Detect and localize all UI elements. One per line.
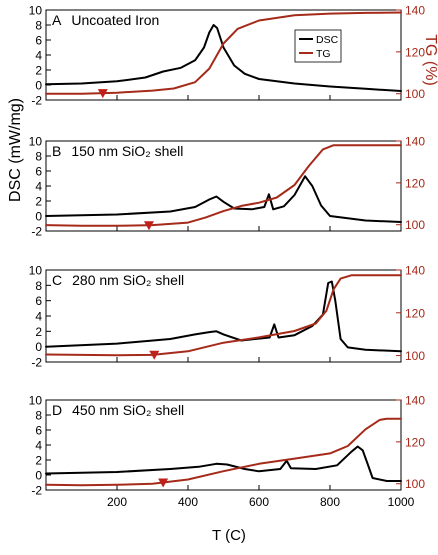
y-left-tick-label-a: 6	[35, 34, 42, 48]
y-right-tick-label-d: 140	[405, 394, 425, 408]
y-left-tick-label-a: 10	[29, 4, 43, 18]
series-dsc-line-d	[45, 445, 402, 482]
y-left-tick-label-d: -2	[31, 484, 42, 498]
y-left-tick-label-b: -2	[31, 225, 42, 239]
y-left-tick-label-c: 4	[35, 310, 42, 324]
y-left-tick-label-d: 10	[29, 394, 43, 408]
y-left-tick-label-d: 6	[35, 424, 42, 438]
x-axis-label: T (C)	[212, 527, 246, 544]
y-right-tick-label-c: 100	[405, 349, 425, 363]
y-left-tick-label-c: 6	[35, 294, 42, 308]
series-dsc-line-c	[45, 280, 402, 353]
legend-label-tg: TG	[316, 48, 331, 60]
x-tick-label: 200	[107, 495, 127, 509]
y-left-tick-label-a: 2	[35, 64, 42, 78]
y-left-tick-label-d: 4	[35, 439, 42, 453]
series-tg-line-b	[45, 144, 402, 227]
y-right-tick-label-b: 140	[405, 135, 425, 149]
y-left-tick-label-a: 8	[35, 19, 42, 33]
y-left-tick-label-c: 2	[35, 325, 42, 339]
y-left-tick-label-b: 2	[35, 195, 42, 209]
x-tick-label: 800	[320, 495, 340, 509]
panel-label-a: A Uncoated Iron	[52, 12, 159, 28]
y-left-tick-label-d: 2	[35, 454, 42, 468]
y-right-tick-label-d: 100	[405, 477, 425, 491]
y-left-tick-label-b: 0	[35, 210, 42, 224]
y-left-tick-label-b: 6	[35, 165, 42, 179]
panel-label-b: B 150 nm SiO₂ shell	[52, 143, 183, 159]
y-left-tick-label-c: 10	[29, 264, 43, 278]
x-tick-label: 400	[178, 495, 198, 509]
y-right-tick-label-d: 120	[405, 435, 425, 449]
series-tg-line-d	[45, 417, 402, 487]
y-left-tick-label-a: 0	[35, 79, 42, 93]
y-left-tick-label-c: -2	[31, 356, 42, 370]
y-axis-label-left: DSC (mW/mg)	[7, 98, 24, 202]
y-axis-label-right: TG (%)	[422, 34, 438, 86]
y-right-tick-label-a: 120	[405, 45, 425, 59]
tg-onset-marker-a	[97, 89, 108, 99]
y-right-tick-label-b: 100	[405, 218, 425, 232]
tg-onset-marker-c	[149, 350, 160, 360]
panel-label-d: D 450 nm SiO₂ shell	[52, 402, 184, 418]
y-left-tick-label-a: 4	[35, 49, 42, 63]
series-tg-line-c	[45, 274, 402, 357]
y-left-tick-label-a: -2	[31, 94, 42, 108]
y-left-tick-label-c: 0	[35, 340, 42, 354]
y-left-tick-label-d: 0	[35, 469, 42, 483]
series-tg-line-a	[45, 11, 402, 95]
legend-box	[294, 29, 342, 63]
y-right-tick-label-a: 140	[405, 4, 425, 18]
y-left-tick-label-b: 10	[29, 135, 43, 149]
y-left-tick-label-d: 8	[35, 409, 42, 423]
y-left-tick-label-c: 8	[35, 279, 42, 293]
y-left-tick-label-b: 8	[35, 150, 42, 164]
x-tick-label: 600	[249, 495, 269, 509]
y-right-tick-label-c: 120	[405, 306, 425, 320]
tg-onset-marker-b	[143, 221, 154, 231]
series-dsc-line-b	[45, 175, 402, 223]
series-dsc-line-a	[45, 24, 402, 92]
y-right-tick-label-a: 100	[405, 87, 425, 101]
y-left-tick-label-b: 4	[35, 180, 42, 194]
legend-label-dsc: DSC	[316, 34, 339, 46]
y-right-tick-label-c: 140	[405, 264, 425, 278]
y-right-tick-label-b: 120	[405, 176, 425, 190]
x-tick-label: 1000	[388, 495, 415, 509]
panel-label-c: C 280 nm SiO₂ shell	[52, 272, 184, 288]
tg-onset-marker-d	[158, 478, 169, 488]
